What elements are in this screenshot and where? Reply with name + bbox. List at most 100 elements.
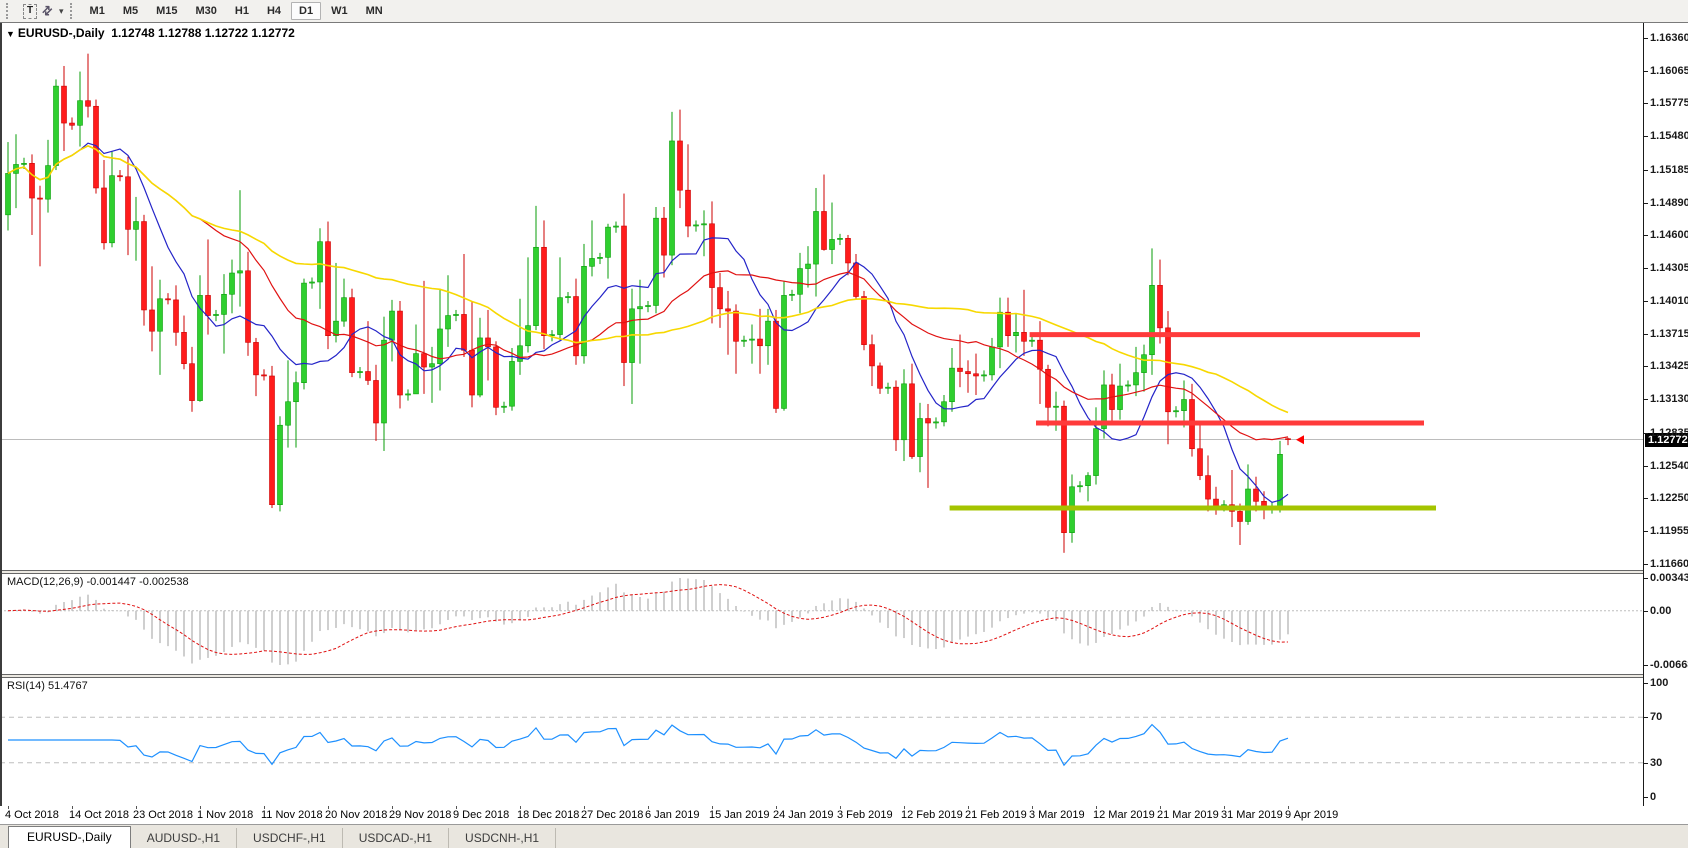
price-axis-label: 1.14890 bbox=[1650, 196, 1688, 209]
macd-histogram-bar bbox=[231, 610, 233, 647]
macd-histogram-bar bbox=[719, 593, 721, 611]
macd-axis-tick-mark bbox=[1644, 610, 1648, 612]
timeframe-button-h4[interactable]: H4 bbox=[266, 5, 282, 17]
candle-body bbox=[869, 344, 875, 367]
macd-histogram-bar bbox=[815, 605, 817, 611]
candle-wick bbox=[967, 360, 969, 393]
current-price-badge: 1.12772 bbox=[1645, 432, 1688, 447]
candle-body bbox=[885, 386, 891, 389]
macd-histogram-bar bbox=[927, 610, 929, 649]
symbol-dropdown-icon[interactable]: ▼ bbox=[6, 29, 15, 39]
macd-histogram-bar bbox=[567, 601, 569, 611]
macd-histogram-bar bbox=[1287, 610, 1289, 635]
chart-tab-usdcad-h1[interactable]: USDCAD-,H1 bbox=[343, 828, 450, 848]
macd-histogram-bar bbox=[383, 610, 385, 634]
macd-histogram-bar bbox=[847, 598, 849, 611]
candle-wick bbox=[519, 298, 521, 375]
chart-tab-usdchf-h1[interactable]: USDCHF-,H1 bbox=[237, 828, 343, 848]
pane-separator-1[interactable] bbox=[0, 570, 1688, 574]
macd-histogram-bar bbox=[175, 610, 177, 651]
candle-wick bbox=[639, 279, 641, 364]
candle-wick bbox=[463, 253, 465, 357]
timeframe-button-w1[interactable]: W1 bbox=[331, 5, 348, 17]
macd-histogram-bar bbox=[367, 610, 369, 632]
candle-body bbox=[1077, 485, 1083, 488]
price-axis-label: 1.14305 bbox=[1650, 261, 1688, 274]
candle-body bbox=[997, 311, 1003, 348]
candle-wick bbox=[1087, 472, 1089, 502]
price-axis-tick-mark bbox=[1644, 334, 1648, 335]
candle-body bbox=[253, 342, 259, 376]
pane-separator-2[interactable] bbox=[0, 674, 1688, 678]
text-tool-button[interactable]: T bbox=[17, 2, 37, 20]
timeframe-button-m30[interactable]: M30 bbox=[195, 5, 217, 17]
candle-body bbox=[525, 325, 531, 347]
date-axis-tick-mark bbox=[264, 806, 265, 809]
toolbar-grip[interactable] bbox=[6, 3, 11, 19]
macd-histogram-bar bbox=[519, 610, 521, 621]
date-axis-tick-mark bbox=[1032, 806, 1033, 809]
macd-histogram-bar bbox=[1119, 610, 1121, 630]
candle-body bbox=[533, 246, 539, 326]
candle-body bbox=[149, 309, 155, 332]
candle-body bbox=[357, 371, 363, 373]
candle-body bbox=[837, 238, 843, 240]
price-axis-label: 1.15480 bbox=[1650, 130, 1688, 143]
rsi-axis-label: 70 bbox=[1650, 711, 1663, 724]
candle-body bbox=[981, 374, 987, 377]
macd-histogram-bar bbox=[695, 579, 697, 611]
main-price-chart[interactable] bbox=[0, 23, 1643, 570]
candle-wick bbox=[591, 220, 593, 277]
candle-body bbox=[277, 424, 283, 505]
candle-wick bbox=[831, 202, 833, 265]
candle-body bbox=[917, 418, 923, 457]
candle-body bbox=[1245, 488, 1251, 522]
chart-tab-eurusd-daily[interactable]: EURUSD-,Daily bbox=[8, 826, 131, 848]
chart-tab-audusd-h1[interactable]: AUDUSD-,H1 bbox=[131, 828, 238, 848]
macd-histogram-bar bbox=[1079, 610, 1081, 644]
macd-histogram-bar bbox=[71, 600, 73, 611]
timeframe-button-d1[interactable]: D1 bbox=[291, 2, 322, 20]
chevron-down-icon[interactable]: ▾ bbox=[59, 5, 64, 16]
candle-body bbox=[309, 281, 315, 284]
candle-body bbox=[1061, 405, 1067, 533]
timeframe-button-m5[interactable]: M5 bbox=[122, 5, 139, 17]
rsi-label: RSI(14) 51.4767 bbox=[7, 680, 88, 692]
macd-histogram-bar bbox=[311, 610, 313, 642]
macd-histogram-bar bbox=[1143, 610, 1145, 617]
macd-histogram-bar bbox=[647, 598, 649, 611]
candle-body bbox=[261, 374, 267, 377]
macd-histogram-bar bbox=[7, 610, 9, 612]
candle-body bbox=[221, 293, 227, 315]
candle-body bbox=[973, 373, 979, 377]
macd-indicator-pane[interactable] bbox=[0, 574, 1643, 674]
date-axis[interactable]: 4 Oct 2018 14 Oct 2018 23 Oct 2018 1 Nov 20… bbox=[0, 806, 1688, 824]
timeframe-button-mn[interactable]: MN bbox=[365, 5, 383, 17]
macd-histogram-bar bbox=[703, 580, 705, 611]
timeframe-button-m1[interactable]: M1 bbox=[89, 5, 105, 17]
candle-body bbox=[1205, 475, 1211, 500]
timeframe-button-h1[interactable]: H1 bbox=[234, 5, 249, 17]
macd-histogram-bar bbox=[1039, 610, 1041, 614]
timeframe-button-m15[interactable]: M15 bbox=[156, 5, 178, 17]
macd-histogram-bar bbox=[215, 610, 217, 656]
candle-body bbox=[405, 393, 411, 396]
price-axis-tick-mark bbox=[1644, 169, 1648, 171]
candle-wick bbox=[1135, 346, 1137, 397]
macd-histogram-bar bbox=[447, 610, 449, 620]
macd-histogram-bar bbox=[223, 610, 225, 653]
rsi-indicator-pane[interactable] bbox=[0, 678, 1643, 806]
macd-histogram-bar bbox=[591, 595, 593, 611]
macd-histogram-bar bbox=[63, 602, 65, 611]
price-axis-label: 1.16360 bbox=[1650, 32, 1688, 44]
moving-average-10 bbox=[7, 142, 1289, 503]
toolbar-grip-2[interactable] bbox=[69, 3, 75, 19]
chart-tab-usdcnh-h1[interactable]: USDCNH-,H1 bbox=[449, 828, 557, 848]
price-axis[interactable]: 1.12772 1.16360 1.16065 1.15775 1.15480 1.15… bbox=[1643, 23, 1688, 806]
candle-body bbox=[5, 173, 11, 216]
cursor-mode-button[interactable]: ⇅ bbox=[37, 2, 57, 20]
candle-body bbox=[1181, 399, 1187, 411]
candle-body bbox=[1157, 285, 1163, 329]
macd-histogram-bar bbox=[263, 610, 265, 651]
candle-body bbox=[1149, 285, 1155, 356]
